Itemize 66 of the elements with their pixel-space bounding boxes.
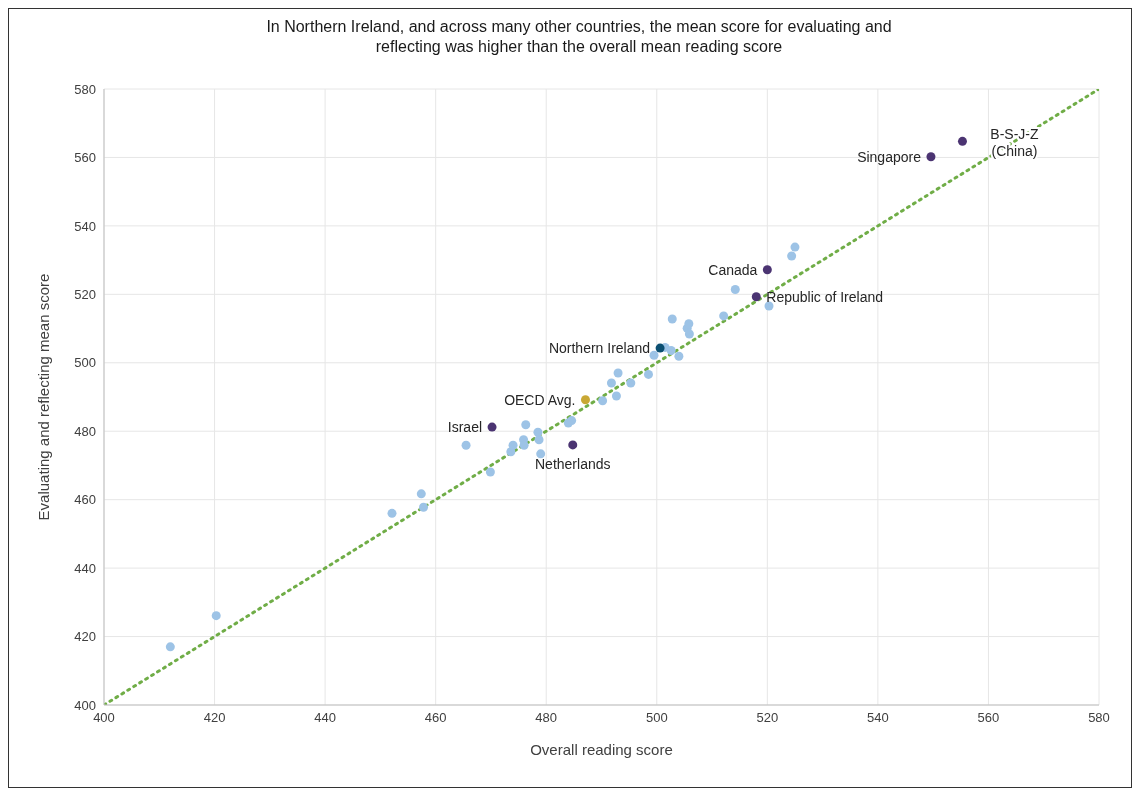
point <box>568 440 578 450</box>
point <box>580 395 590 405</box>
y-tick-label: 580 <box>74 81 96 97</box>
y-tick-label: 540 <box>74 218 96 234</box>
point <box>534 435 544 445</box>
chart-title: In Northern Ireland, and across many other countries, the mean score for evaluating and reflecting was higher than the overall mean reading score <box>265 17 893 57</box>
x-tick-label: 580 <box>1088 710 1110 726</box>
point <box>387 508 397 518</box>
point <box>751 292 761 302</box>
point <box>674 351 684 361</box>
x-tick-label: 460 <box>424 710 447 726</box>
annotation: OECD Avg. <box>504 391 576 408</box>
point <box>626 378 636 388</box>
x-axis-title: Overall reading score <box>530 741 673 758</box>
point <box>419 502 429 512</box>
point <box>957 136 967 146</box>
point <box>730 285 740 295</box>
point <box>666 345 676 355</box>
point <box>926 152 936 162</box>
y-tick-label: 520 <box>74 286 96 302</box>
point <box>485 467 495 477</box>
annotation: Northern Ireland <box>548 340 651 357</box>
point <box>655 343 665 353</box>
y-tick-label: 500 <box>74 355 96 371</box>
point <box>461 440 471 450</box>
point <box>613 368 623 378</box>
y-axis-title: Evaluating and reflecting mean score <box>35 273 53 521</box>
y-tick-label: 400 <box>74 697 96 713</box>
point <box>606 378 616 388</box>
point <box>536 449 546 459</box>
point <box>416 489 426 499</box>
x-tick-label: 440 <box>314 710 336 726</box>
point <box>643 369 653 379</box>
point <box>611 391 621 401</box>
y-tick-label: 440 <box>74 560 96 576</box>
x-tick-label: 480 <box>535 710 558 726</box>
y-tick-label: 460 <box>74 492 96 508</box>
point <box>165 642 175 652</box>
annotation: Republic of Ireland <box>766 288 884 305</box>
point <box>487 422 497 432</box>
x-tick-label: 400 <box>93 710 115 726</box>
annotation: Canada <box>708 261 758 278</box>
point <box>762 265 772 275</box>
point <box>567 416 577 426</box>
point <box>508 440 518 450</box>
point <box>790 242 800 252</box>
point <box>521 420 531 430</box>
point <box>598 396 608 406</box>
y-tick-label: 560 <box>74 150 96 166</box>
point <box>787 251 797 261</box>
y-tick-label: 480 <box>74 423 96 439</box>
x-tick-label: 500 <box>645 710 668 726</box>
point <box>649 350 659 360</box>
x-tick-label: 520 <box>756 710 779 726</box>
x-tick-label: 540 <box>867 710 889 726</box>
x-tick-label: 420 <box>203 710 226 726</box>
point <box>211 611 221 621</box>
annotation: Israel <box>447 419 483 436</box>
point <box>684 319 694 329</box>
x-tick-label: 560 <box>977 710 1000 726</box>
annotation: Singapore <box>857 148 922 165</box>
point <box>719 311 729 321</box>
point <box>667 314 677 324</box>
annotation: Netherlands <box>535 455 611 472</box>
point <box>684 329 694 339</box>
y-tick-label: 420 <box>74 629 96 645</box>
